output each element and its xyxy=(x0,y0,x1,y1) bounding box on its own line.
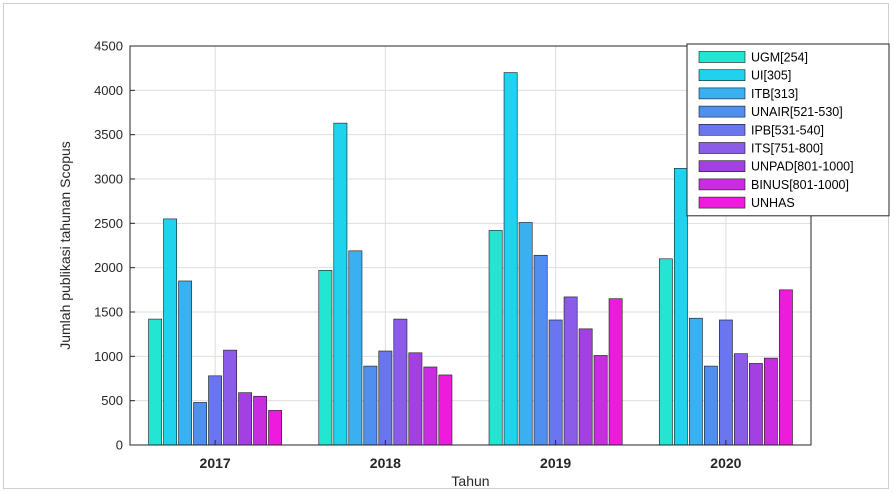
bar-2020-its-751-800- xyxy=(733,353,748,446)
bar-2018-itb-313- xyxy=(348,250,363,446)
y-tick-label: 0 xyxy=(116,438,123,453)
bar-2019-unhas xyxy=(608,298,623,446)
bar-2020-ipb-531-540- xyxy=(718,319,733,446)
bar-2020-ugm-254- xyxy=(658,258,673,446)
y-tick-label: 500 xyxy=(101,393,123,408)
bar-2018-ui-305- xyxy=(333,122,348,446)
y-tick-label: 4000 xyxy=(94,83,123,98)
bar-2018-unair-521-530- xyxy=(363,365,378,446)
legend-label: UNAIR[521-530] xyxy=(751,105,843,119)
bar-2018-ipb-531-540- xyxy=(378,350,393,446)
bar-2017-ipb-531-540- xyxy=(208,375,223,446)
bar-2019-unpad-801-1000- xyxy=(578,328,593,446)
bar-2020-unair-521-530- xyxy=(703,365,718,446)
y-axis-label: Jumlah publikasi tahunan Scopus xyxy=(57,141,73,350)
y-tick-label: 2000 xyxy=(94,260,123,275)
y-tick-labels: 0 500 1000 1500 2000 2500 3000 3500 4000 4500 xyxy=(94,39,123,453)
bar-2019-unair-521-530- xyxy=(533,254,548,446)
y-tick-label: 4500 xyxy=(94,39,123,54)
y-tick-label: 1000 xyxy=(94,349,123,364)
legend-swatch xyxy=(698,196,746,209)
legend-label: ITB[313] xyxy=(751,87,798,101)
bar-2020-unhas xyxy=(778,289,793,446)
axes-group xyxy=(129,45,812,446)
bar-2020-ui-305- xyxy=(673,168,688,446)
y-tick-label: 3500 xyxy=(94,127,123,142)
x-tick-label: 2019 xyxy=(540,455,571,471)
y-tick-label: 3000 xyxy=(94,172,123,187)
bar-2019-itb-313- xyxy=(518,222,533,446)
bar-2019-its-751-800- xyxy=(563,296,578,446)
legend-swatch xyxy=(698,160,746,172)
legend-swatch xyxy=(698,69,746,81)
y-tick-label: 2500 xyxy=(94,216,123,231)
legend-label: UI[305] xyxy=(751,69,791,83)
bar-2017-itb-313- xyxy=(178,280,193,446)
bar-2017-unhas xyxy=(268,410,283,446)
bar-2018-unhas xyxy=(438,374,453,446)
legend-swatch xyxy=(698,105,746,118)
bar-2018-ugm-254- xyxy=(318,270,333,446)
legend-swatch xyxy=(698,87,746,100)
legend-swatch xyxy=(698,51,746,63)
bar-2017-its-751-800- xyxy=(223,349,238,446)
figure-frame xyxy=(3,3,889,489)
bar-2018-binus-801-1000- xyxy=(423,366,438,446)
x-tick-labels: 2017 2018 2019 2020 xyxy=(200,455,742,471)
legend-swatch xyxy=(698,178,746,191)
legend-label: UNPAD[801-1000] xyxy=(751,160,854,174)
bar-2017-unpad-801-1000- xyxy=(238,392,253,446)
bar-2020-itb-313- xyxy=(688,317,703,446)
y-tick-label: 1500 xyxy=(94,305,123,320)
x-tick-label: 2020 xyxy=(710,455,741,471)
bar-2017-binus-801-1000- xyxy=(253,395,268,446)
bar-2017-unair-521-530- xyxy=(193,402,208,446)
bar-2020-binus-801-1000- xyxy=(763,357,778,446)
legend-label: UGM[254] xyxy=(751,51,808,65)
bar-2017-ugm-254- xyxy=(148,318,163,446)
legend-label: IPB[531-540] xyxy=(751,123,824,137)
legend: UGM[254] UI[305] ITB[313] UNAIR[521-530] IPB… xyxy=(686,43,890,217)
legend-swatch xyxy=(698,142,746,154)
legend-label: BINUS[801-1000] xyxy=(751,178,849,192)
bars-group xyxy=(148,72,793,446)
bar-2019-ipb-531-540- xyxy=(548,319,563,446)
bar-2018-unpad-801-1000- xyxy=(408,352,423,446)
x-axis-label: Tahun xyxy=(451,473,489,489)
bar-2020-unpad-801-1000- xyxy=(748,363,763,446)
x-tick-label: 2018 xyxy=(370,455,401,471)
bar-2018-its-751-800- xyxy=(393,318,408,446)
x-tick-label: 2017 xyxy=(200,455,231,471)
bar-2019-ui-305- xyxy=(503,72,518,446)
axes-box xyxy=(129,45,812,446)
legend-label: UNHAS xyxy=(751,196,795,210)
bar-2017-ui-305- xyxy=(163,218,178,446)
bar-2019-ugm-254- xyxy=(488,230,503,446)
legend-swatch xyxy=(698,124,746,136)
legend-label: ITS[751-800] xyxy=(751,142,823,156)
bar-2019-binus-801-1000- xyxy=(593,355,608,446)
